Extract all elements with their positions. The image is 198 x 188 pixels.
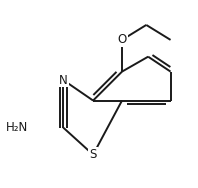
Text: S: S	[89, 148, 97, 161]
Text: O: O	[117, 33, 127, 46]
Text: N: N	[59, 74, 68, 86]
Text: H₂N: H₂N	[6, 121, 28, 134]
